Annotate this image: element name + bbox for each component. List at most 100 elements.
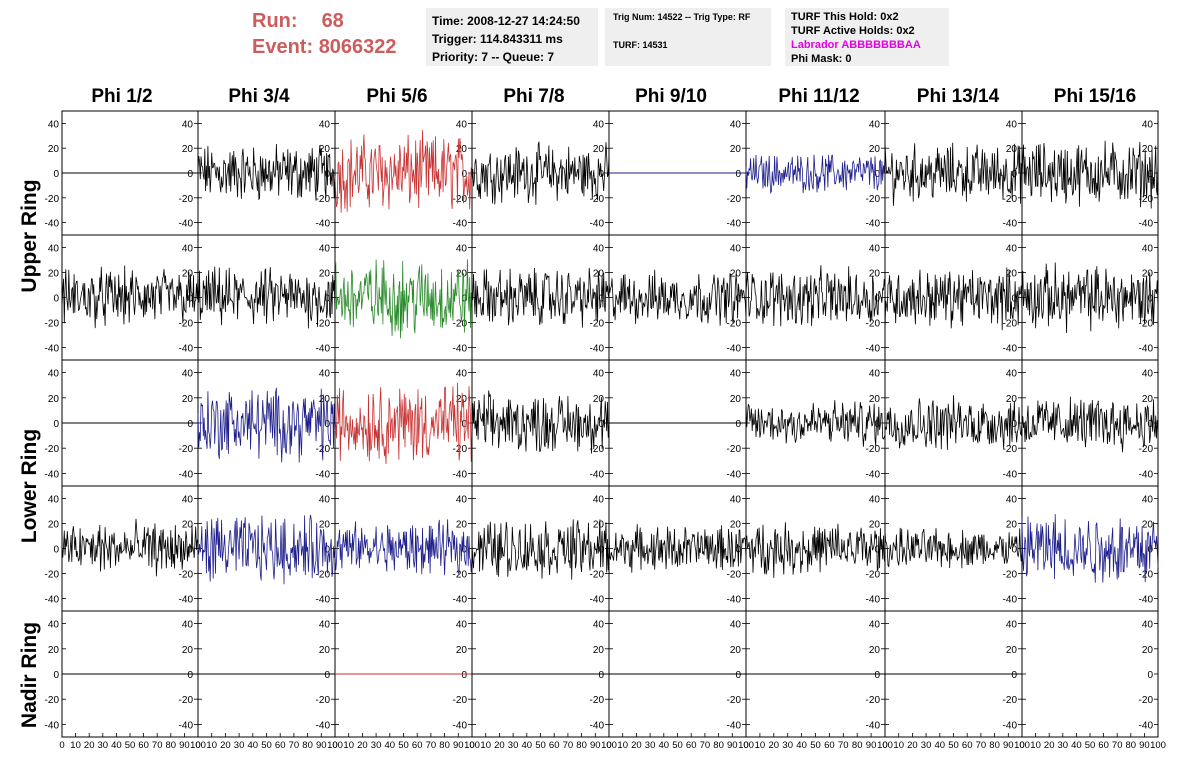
x-tick-label: 10	[70, 740, 81, 751]
y-tick-label: -20	[179, 570, 194, 581]
y-tick-label: 20	[869, 520, 881, 531]
x-tick-label: 80	[576, 740, 587, 751]
y-tick-label: 40	[1142, 119, 1154, 130]
x-tick-label: 50	[398, 740, 409, 751]
y-tick-label: 20	[1142, 645, 1154, 656]
panel-frame	[1021, 110, 1159, 236]
y-tick-label: -40	[1139, 469, 1154, 480]
y-tick-label: 20	[869, 144, 881, 155]
y-tick-label: -40	[866, 344, 881, 355]
x-tick-label: 70	[1112, 740, 1123, 751]
y-tick-label: 40	[48, 244, 60, 255]
y-tick-label: 0	[1011, 169, 1017, 180]
y-tick-label: -40	[45, 344, 60, 355]
y-tick-label: -20	[179, 194, 194, 205]
x-tick-label: 60	[138, 740, 149, 751]
waveform-trace	[745, 154, 886, 195]
x-tick-label: 10	[617, 740, 628, 751]
y-tick-label: -20	[1003, 444, 1018, 455]
y-tick-label: 20	[869, 394, 881, 405]
y-tick-label: 20	[1006, 520, 1018, 531]
y-tick-label: -40	[179, 469, 194, 480]
x-tick-label: 80	[852, 740, 863, 751]
y-tick-label: 20	[48, 520, 60, 531]
y-tick-label: 40	[456, 244, 468, 255]
x-tick-label: 90	[1139, 740, 1150, 751]
waveform-trace	[1021, 514, 1159, 583]
y-tick-label: 40	[869, 119, 881, 130]
y-tick-label: 0	[324, 545, 330, 556]
event-label: Event:	[252, 36, 314, 58]
y-tick-label: 0	[874, 294, 880, 305]
y-tick-label: -20	[727, 319, 742, 330]
y-tick-label: -20	[1139, 570, 1154, 581]
y-tick-label: 40	[869, 244, 881, 255]
x-tick-label: 30	[98, 740, 109, 751]
y-tick-label: 20	[593, 645, 605, 656]
x-tick-label: 70	[838, 740, 849, 751]
y-tick-label: 40	[182, 244, 194, 255]
x-tick-label: 20	[84, 740, 95, 751]
y-tick-label: 20	[182, 394, 194, 405]
y-tick-label: -20	[727, 194, 742, 205]
x-tick-label: 80	[302, 740, 313, 751]
x-tick-label: 60	[412, 740, 423, 751]
waveform-trace	[1021, 262, 1159, 334]
y-tick-label: 40	[182, 620, 194, 631]
y-tick-label: -20	[590, 570, 605, 581]
panel-frame	[1021, 610, 1159, 738]
y-tick-label: -20	[866, 194, 881, 205]
waveform-trace	[61, 265, 199, 329]
x-tick-label: 90	[1003, 740, 1014, 751]
panel-frame	[471, 485, 610, 612]
waveform-trace	[608, 524, 747, 573]
y-tick-label: 40	[319, 244, 331, 255]
y-tick-label: 40	[319, 369, 331, 380]
y-tick-label: -40	[590, 219, 605, 230]
waveform-trace	[471, 390, 610, 454]
y-tick-label: 0	[187, 419, 193, 430]
x-tick-label: 70	[563, 740, 574, 751]
y-tick-label: 0	[1011, 545, 1017, 556]
x-tick-label: 90	[590, 740, 601, 751]
turf-active-holds-text: TURF Active Holds: 0x2	[791, 25, 915, 37]
x-tick-label: 100	[327, 740, 343, 751]
run-value: 68	[321, 10, 344, 32]
y-tick-label: 20	[48, 645, 60, 656]
y-tick-label: 0	[53, 419, 59, 430]
x-tick-label: 20	[631, 740, 642, 751]
y-tick-label: 0	[1147, 670, 1153, 681]
y-tick-label: 20	[456, 520, 468, 531]
x-tick-label: 50	[261, 740, 272, 751]
y-tick-label: -20	[45, 570, 60, 581]
y-tick-label: 40	[182, 495, 194, 506]
y-tick-label: -20	[316, 319, 331, 330]
x-tick-label: 0	[195, 740, 200, 751]
waveform-trace	[608, 269, 747, 326]
y-tick-label: 20	[1142, 394, 1154, 405]
x-tick-label: 100	[1150, 740, 1166, 751]
y-tick-label: -20	[45, 444, 60, 455]
x-tick-label: 40	[796, 740, 807, 751]
y-tick-label: -20	[1003, 194, 1018, 205]
x-tick-label: 80	[1126, 740, 1137, 751]
y-tick-label: 20	[730, 645, 742, 656]
y-tick-label: 0	[874, 545, 880, 556]
y-tick-label: -20	[866, 570, 881, 581]
x-tick-label: 90	[727, 740, 738, 751]
x-tick-label: 30	[1058, 740, 1069, 751]
y-tick-label: 20	[456, 144, 468, 155]
x-tick-label: 100	[877, 740, 893, 751]
phi-label: Phi 1/2	[91, 86, 153, 107]
y-tick-label: 20	[1142, 520, 1154, 531]
y-tick-label: -40	[316, 469, 331, 480]
x-tick-label: 0	[59, 740, 64, 751]
y-tick-label: -20	[590, 194, 605, 205]
waveform-trace	[197, 387, 336, 463]
y-tick-label: -40	[727, 469, 742, 480]
x-tick-label: 0	[1019, 740, 1024, 751]
y-tick-label: -20	[727, 444, 742, 455]
y-tick-label: 40	[319, 119, 331, 130]
phi-label: Phi 5/6	[366, 86, 428, 107]
y-tick-label: -20	[590, 695, 605, 706]
